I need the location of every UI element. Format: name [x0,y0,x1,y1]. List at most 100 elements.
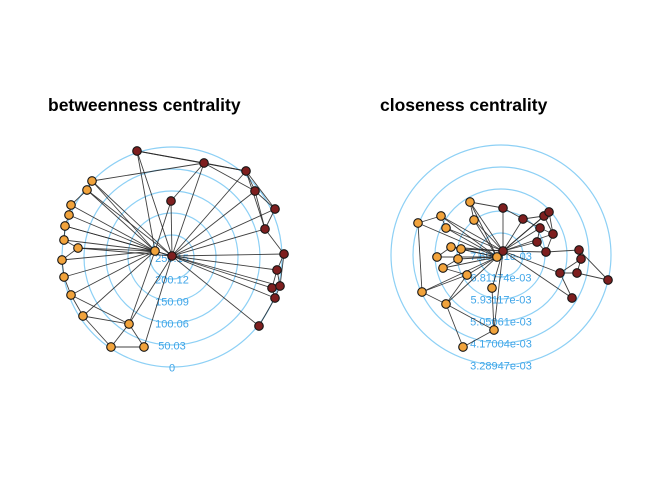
graph-edge [445,227,504,252]
graph-node-r12 [275,281,285,291]
graph-edge [64,225,156,252]
graph-node-r1 [132,146,142,156]
radial-axis-label: 6.81174e-03 [471,273,532,285]
graph-edge [128,250,156,325]
graph-edge [469,201,504,252]
graph-edge [445,274,468,305]
graph-edge [502,250,561,274]
graph-edge [460,248,498,258]
graph-node-r10 [272,265,282,275]
graph-node-q10 [438,263,448,273]
graph-edge [171,255,281,287]
graph-edge [245,170,276,210]
graph-node-o6 [59,235,69,245]
graph-edge [417,222,423,293]
graph-edge [502,227,541,252]
closeness-centrality-plot: 7.69231e-036.81174e-035.93117e-035.05061… [390,144,613,373]
graph-node-q8 [456,244,466,254]
graph-edge [63,250,156,278]
radial-axis-label: 4.17004e-03 [470,339,532,351]
graph-node-r6 [270,204,280,214]
graph-edge [171,228,266,257]
graph-node-o15 [150,246,160,256]
graph-edge [417,222,498,258]
radial-gridline [412,166,590,344]
graph-node-q9 [453,254,463,264]
graph-edge [264,228,285,255]
graph-node-qh [492,252,502,262]
graph-edge [460,248,504,252]
graph-node-r13 [270,293,280,303]
graph-node-q14 [489,325,499,335]
graph-edge [502,250,547,253]
right-plot-title: closeness centrality [380,95,548,115]
graph-edge [171,255,278,271]
graph-node-s14 [567,293,577,303]
graph-edge [502,250,573,299]
graph-node-o7 [73,243,83,253]
graph-edge [462,329,495,348]
radial-axis-label: 100.06 [155,319,189,331]
graph-edge [77,247,156,252]
graph-node-q6 [446,242,456,252]
graph-edge [82,315,130,325]
graph-node-q5 [441,223,451,233]
graph-node-s7 [532,237,542,247]
graph-node-r8 [167,251,177,261]
graph-node-r4 [241,166,251,176]
graph-edge [457,256,498,260]
graph-edge [491,287,495,331]
graph-edge [143,255,173,348]
graph-edge [258,297,276,327]
graph-node-q1 [465,197,475,207]
graph-edge [279,253,285,287]
graph-edge [545,249,580,253]
graph-node-q4 [413,218,423,228]
graph-edge [70,204,156,252]
graph-edge [469,201,498,258]
graph-node-o5 [60,221,70,231]
graph-edge [171,190,256,257]
graph-edge [82,250,156,317]
graph-edge [466,256,498,276]
graph-edge [68,214,156,252]
graph-edge [170,162,205,202]
graph-node-o2 [82,185,92,195]
graph-edge [154,200,172,252]
graph-edge [136,150,173,257]
graph-edge [63,239,156,252]
graph-edge [469,201,504,209]
graph-edge [421,274,468,293]
graph-node-q13 [441,299,451,309]
radial-axis-label: 3.28947e-03 [470,361,532,373]
graph-edge [502,233,554,252]
graph-node-q15 [458,342,468,352]
graph-node-o14 [139,342,149,352]
graph-edge [473,219,504,252]
graph-node-o1 [87,176,97,186]
graph-node-q16 [487,283,497,293]
graph-edge [70,294,130,325]
graph-node-s2 [518,214,528,224]
graph-node-s11 [555,268,565,278]
graph-node-o11 [78,311,88,321]
graph-edge [170,200,173,257]
graph-node-r2 [166,196,176,206]
radial-gridline [390,144,612,366]
radial-gridline [83,168,261,346]
graph-node-s8 [541,247,551,257]
graph-edge [245,170,266,230]
graph-node-o3 [66,200,76,210]
graph-edge [171,255,273,289]
graph-edge [502,218,524,252]
graph-edge [445,303,464,348]
graph-node-o13 [106,342,116,352]
graph-edge [171,170,247,257]
graph-edge [440,215,498,258]
radial-axis-label: 150.09 [155,297,189,309]
graph-edge [440,215,504,252]
graph-node-o8 [57,255,67,265]
